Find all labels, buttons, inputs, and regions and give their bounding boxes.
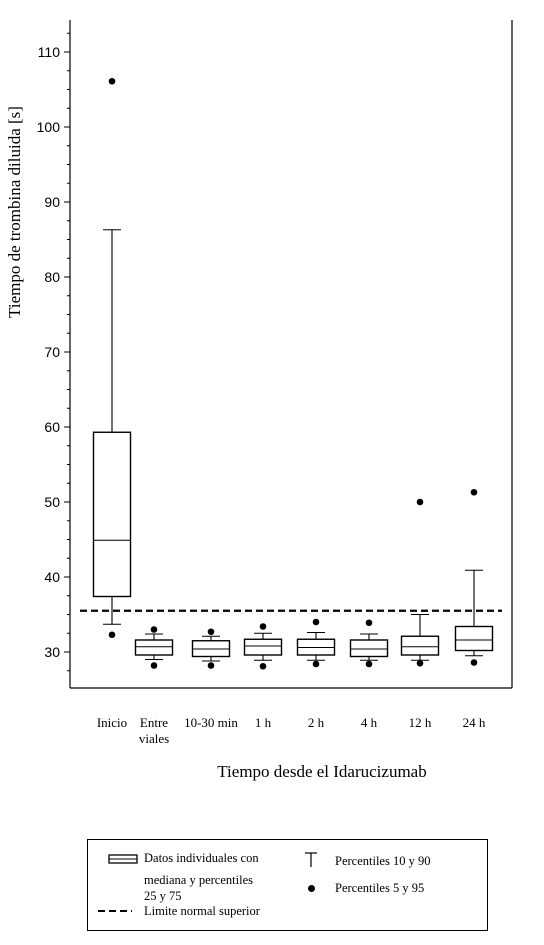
p95-dot (416, 498, 424, 506)
box-group (454, 488, 494, 666)
x-axis-label: Tiempo desde el Idarucizumab (217, 762, 426, 781)
box-iqr (243, 638, 283, 656)
x-tick-label: 24 h (463, 715, 486, 730)
box-group (191, 628, 231, 669)
x-tick-label: 2 h (308, 715, 325, 730)
legend-box-label-2: mediana y percentiles (144, 873, 253, 887)
box-iqr (349, 639, 389, 658)
legend-box-symbol (108, 854, 138, 864)
p95-dot (207, 628, 215, 636)
box-group (134, 626, 174, 669)
box-group (349, 619, 389, 668)
box-iqr (92, 431, 132, 598)
legend: Datos individuales con mediana y percent… (87, 839, 488, 931)
x-tick-label: Entre (140, 715, 168, 730)
legend-box-label-3: 25 y 75 (144, 889, 182, 903)
x-tick-label: 1 h (255, 715, 272, 730)
x-tick-label: viales (139, 731, 169, 746)
p5-dot (365, 660, 373, 668)
y-tick-label: 70 (44, 344, 60, 360)
box-group (243, 623, 283, 670)
p5-dot (312, 660, 320, 668)
p95-dot (150, 626, 158, 633)
y-tick-label: 80 (44, 269, 60, 285)
y-tick-label: 50 (44, 494, 60, 510)
y-tick-label: 60 (44, 419, 60, 435)
box-group (400, 498, 440, 667)
legend-dot-symbol (308, 885, 315, 892)
y-axis-label: Tiempo de trombina diluida [s] (5, 106, 24, 318)
y-tick-label: 40 (44, 569, 60, 585)
p5-dot (207, 662, 215, 669)
box-group (92, 77, 132, 639)
x-tick-label: 10-30 min (184, 715, 238, 730)
legend-whisker-symbol (305, 852, 317, 867)
p95-dot (108, 77, 116, 85)
y-tick-label: 110 (38, 44, 61, 60)
p95-dot (312, 618, 320, 626)
legend-dash-label: Limite normal superior (144, 904, 260, 918)
boxes-group (92, 77, 494, 670)
box-iqr (134, 639, 174, 656)
legend-dashed-line-symbol (98, 910, 132, 912)
legend-box-label-1: Datos individuales con (144, 851, 259, 865)
p5-dot (150, 662, 158, 669)
x-tick-label: 4 h (361, 715, 378, 730)
box-group (296, 618, 336, 668)
p95-dot (470, 488, 478, 496)
y-tick-label: 100 (37, 119, 61, 135)
p5-dot (259, 662, 267, 670)
p5-dot (416, 659, 424, 667)
legend-whisker-label: Percentiles 10 y 90 (335, 854, 431, 868)
x-tick-label: 12 h (409, 715, 432, 730)
p5-dot (470, 659, 478, 666)
box-iqr (454, 625, 494, 652)
y-ticks: 30 40 50 60 70 80 90 100 110 (37, 32, 70, 672)
p95-dot (365, 619, 373, 627)
p5-dot (108, 631, 116, 639)
legend-dot-label: Percentiles 5 y 95 (335, 881, 425, 895)
p95-dot (259, 623, 267, 630)
x-tick-label: Inicio (97, 715, 127, 730)
y-tick-label: 90 (44, 194, 60, 210)
y-tick-label: 30 (44, 644, 60, 660)
box-iqr (400, 635, 440, 656)
